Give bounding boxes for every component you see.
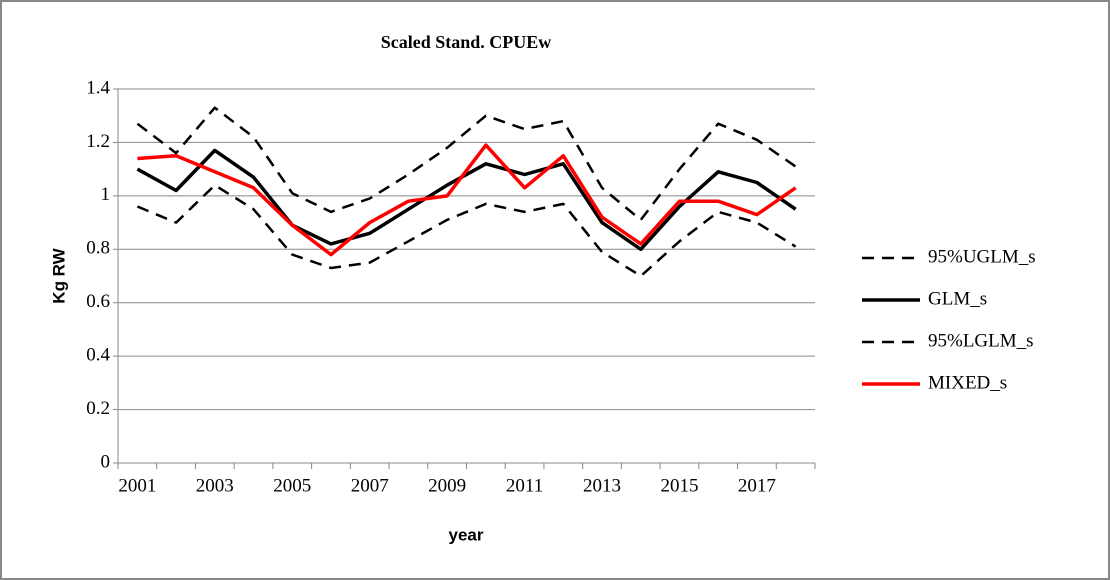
y-tick-label: 0 <box>101 451 111 472</box>
y-tick-label: 1.2 <box>86 131 110 152</box>
x-tick-label: 2015 <box>660 475 698 496</box>
legend-label: 95%LGLM_s <box>928 330 1034 351</box>
y-tick-label: 1 <box>101 184 111 205</box>
y-tick-label: 0.8 <box>86 238 110 259</box>
x-tick-label: 2007 <box>351 475 389 496</box>
x-tick-label: 2009 <box>428 475 466 496</box>
legend-label: 95%UGLM_s <box>928 246 1036 267</box>
series-line <box>136 183 797 278</box>
y-tick-label: 1.4 <box>86 77 110 98</box>
series-line <box>137 143 797 257</box>
x-axis-title: year <box>449 525 484 544</box>
x-tick-label: 2001 <box>118 475 156 496</box>
y-tick-label: 0.6 <box>86 291 110 312</box>
x-tick-label: 2017 <box>738 475 776 496</box>
y-tick-label: 0.2 <box>86 398 110 419</box>
x-tick-label: 2003 <box>196 475 234 496</box>
x-tick-label: 2011 <box>506 475 543 496</box>
x-tick-label: 2013 <box>583 475 621 496</box>
y-tick-label: 0.4 <box>86 345 110 366</box>
legend-label: MIXED_s <box>928 372 1007 393</box>
chart-title: Scaled Stand. CPUEw <box>381 32 552 52</box>
series-line <box>136 106 797 222</box>
y-axis-title: Kg RW <box>49 247 68 303</box>
x-tick-label: 2005 <box>273 475 311 496</box>
legend-label: GLM_s <box>928 288 987 309</box>
